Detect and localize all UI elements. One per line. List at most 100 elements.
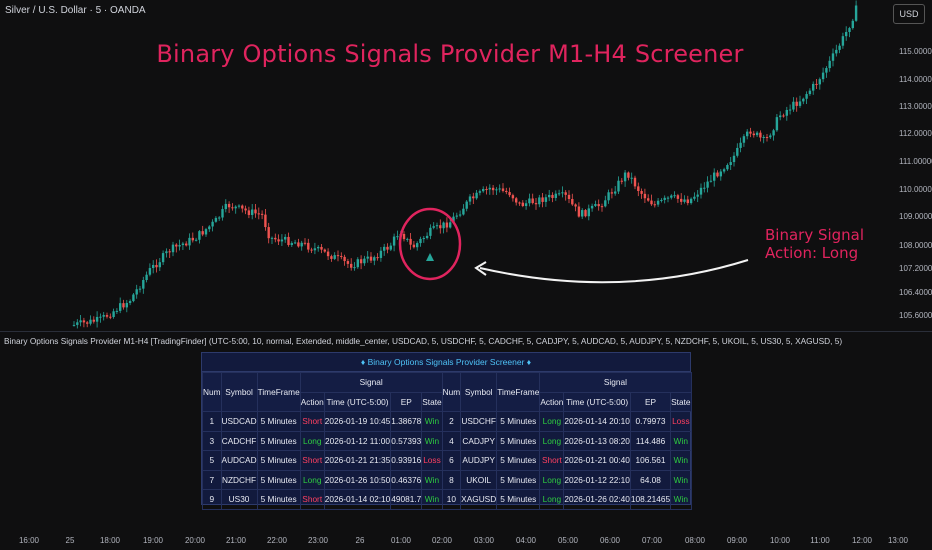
row-symbol: USDCHF	[460, 411, 498, 432]
candle-body	[482, 188, 485, 192]
row-timeframe: 5 Minutes	[496, 430, 541, 451]
chart-title: Binary Options Signals Provider M1-H4 Sc…	[156, 40, 744, 68]
price-axis-label: 112.00000	[899, 129, 932, 138]
row-action: Long	[539, 469, 565, 490]
price-chart[interactable]: Silver / U.S. Dollar · 5 · OANDA Binary …	[0, 0, 932, 330]
candle-body	[709, 180, 713, 182]
row-symbol: AUDCAD	[220, 450, 258, 471]
row-action: Short	[299, 489, 325, 510]
candle-body	[696, 194, 699, 197]
candle-body	[501, 188, 505, 191]
candle-body	[99, 316, 102, 318]
candle-body	[815, 83, 818, 85]
candle-body	[194, 239, 198, 241]
candle-body	[125, 302, 128, 308]
candle-body	[600, 206, 604, 208]
row-time: 2026-01-12 11:00	[323, 430, 392, 451]
row-state: Win	[421, 430, 443, 451]
candle-body	[320, 246, 323, 250]
row-time: 2026-01-26 10:50	[323, 469, 392, 490]
candle-body	[392, 236, 396, 246]
candle-body	[204, 229, 208, 235]
time-axis[interactable]: 16:00 25 18:00 19:00 20:00 21:00 22:00 23:00 26 0…	[0, 530, 932, 550]
candle-body	[234, 206, 237, 209]
candle-body	[432, 226, 435, 228]
row-state: Win	[421, 411, 443, 432]
candle-body	[406, 238, 409, 240]
candle-body	[178, 245, 181, 247]
pane-divider[interactable]	[0, 331, 932, 332]
time-axis-label: 06:00	[599, 536, 621, 545]
header-action: Action	[299, 391, 325, 412]
price-axis-label: 110.00000	[899, 185, 932, 194]
candle-body	[716, 172, 719, 177]
row-num: 9	[202, 489, 222, 510]
time-axis-label: 03:00	[473, 536, 495, 545]
candle-body	[264, 214, 267, 228]
currency-button[interactable]: USD	[893, 4, 925, 24]
candle-body	[785, 109, 788, 116]
price-axis-label: 114.00000	[899, 75, 932, 84]
candle-body	[439, 225, 442, 229]
price-axis-label: 105.60000	[899, 311, 932, 320]
candle-body	[155, 264, 158, 268]
annotation-line1: Binary Signal	[765, 226, 865, 244]
row-time: 2026-01-26 02:40	[563, 489, 631, 510]
candle-body	[673, 195, 676, 197]
row-state: Win	[670, 430, 692, 451]
price-axis-label: 111.00000	[899, 157, 932, 166]
row-symbol: NZDCHF	[220, 469, 258, 490]
candle-body	[297, 242, 300, 247]
row-ep: 0.93916	[390, 450, 423, 471]
candle-body	[620, 180, 623, 182]
candle-body	[795, 101, 798, 106]
candle-body	[419, 238, 422, 244]
candle-body	[647, 198, 650, 201]
header-ep: EP	[629, 391, 672, 412]
candle-body	[86, 322, 89, 324]
candle-body	[637, 186, 640, 192]
candle-body	[713, 172, 716, 181]
row-symbol: CADCHF	[220, 430, 258, 451]
candle-body	[561, 192, 564, 194]
time-axis-label: 13:00	[887, 536, 909, 545]
candle-body	[165, 251, 168, 254]
candle-body	[201, 231, 204, 235]
candle-body	[726, 164, 729, 170]
time-axis-label: 11:00	[810, 536, 830, 545]
candle-body	[356, 259, 359, 268]
candle-body	[594, 204, 597, 206]
row-num: 8	[441, 469, 462, 490]
candle-body	[755, 132, 759, 136]
time-axis-label: 22:00	[266, 536, 288, 545]
header-timeframe: TimeFrame	[496, 372, 541, 412]
candle-body	[425, 235, 429, 239]
price-axis[interactable]: 115.00000 114.00000 113.00000 112.00000 111.…	[890, 0, 932, 330]
candle-body	[442, 222, 445, 229]
annotation-layer	[398, 207, 749, 284]
row-timeframe: 5 Minutes	[256, 411, 301, 432]
signal-arrow-head	[474, 261, 487, 276]
indicator-label[interactable]: Binary Options Signals Provider M1-H4 [T…	[4, 336, 843, 346]
row-num: 1	[202, 411, 222, 432]
symbol-header[interactable]: Silver / U.S. Dollar · 5 · OANDA	[5, 5, 146, 16]
price-axis-label: 115.00000	[899, 47, 932, 56]
candle-body	[633, 177, 637, 187]
candle-body	[161, 253, 165, 263]
time-axis-label: 08:00	[684, 536, 706, 545]
candle-body	[218, 217, 221, 219]
candle-body	[802, 98, 805, 102]
candle-body	[152, 264, 155, 269]
candle-body	[528, 198, 531, 204]
candle-body	[828, 60, 831, 69]
candle-body	[676, 195, 680, 199]
row-num: 3	[202, 430, 222, 451]
candle-body	[326, 251, 330, 257]
candle-body	[287, 236, 290, 246]
time-axis-label: 19:00	[142, 536, 164, 545]
candle-body	[772, 130, 775, 136]
candlestick-chart	[72, 0, 858, 329]
candle-body	[429, 227, 432, 236]
candle-body	[188, 237, 191, 246]
candle-body	[818, 79, 821, 85]
